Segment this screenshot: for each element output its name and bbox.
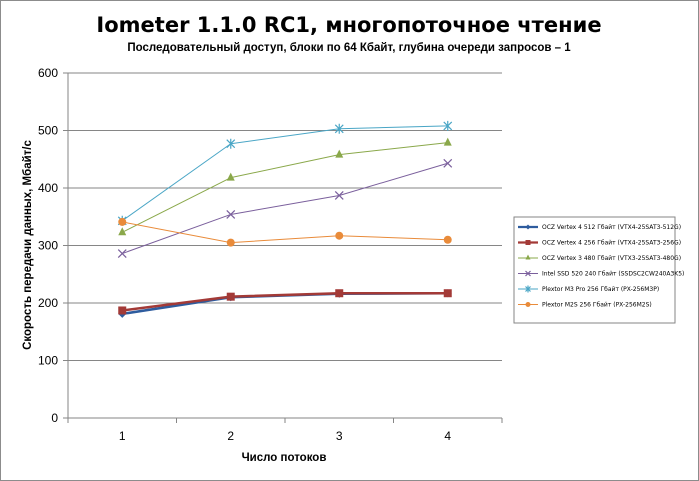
data-point <box>226 138 236 149</box>
chart-title: Iometer 1.1.0 RC1, многопоточное чтение <box>96 13 601 37</box>
legend-item-3: Intel SSD 520 240 Гбайт (SSDSC2CW240A3K5… <box>518 270 684 278</box>
legend-item-0: OCZ Vertex 4 512 Гбайт (VTX4-25SAT3-512G… <box>518 224 681 231</box>
legend-label: Intel SSD 520 240 Гбайт (SSDSC2CW240A3K5… <box>542 271 684 278</box>
legend-label: OCZ Vertex 4 256 Гбайт (VTX4-25SAT3-256G… <box>542 240 681 247</box>
gridlines <box>68 72 502 361</box>
data-point <box>335 149 344 158</box>
y-tick-label: 200 <box>38 296 58 310</box>
data-point <box>335 289 344 298</box>
data-point <box>226 172 235 181</box>
legend-box <box>513 216 676 324</box>
legend-item-2: OCZ Vertex 3 480 Гбайт (VTX3-25SAT3-480G… <box>518 254 681 262</box>
data-point <box>118 227 127 236</box>
y-tick-label: 500 <box>38 124 58 138</box>
y-tick-labels: 0 100 200 300 400 500 600 <box>38 66 58 425</box>
series-5 <box>118 217 452 247</box>
series-group <box>117 120 453 318</box>
data-point <box>443 120 453 131</box>
data-point <box>334 191 344 200</box>
legend-swatch-marker <box>525 254 531 260</box>
x-axis-label: Число потоков <box>242 452 327 464</box>
series-line <box>122 221 448 244</box>
data-point <box>335 231 344 240</box>
legend-item-1: OCZ Vertex 4 256 Гбайт (VTX4-25SAT3-256G… <box>518 240 681 247</box>
series-line <box>122 291 448 312</box>
y-tick-label: 0 <box>51 411 58 425</box>
x-tick-label: 2 <box>227 429 234 443</box>
legend-item-5: Plextor M2S 256 Гбайт (PX-256M2S) <box>518 302 652 309</box>
y-axis-label: Скорость передачи данных, Мбайт/с <box>22 140 34 350</box>
legend-swatch-marker <box>525 285 531 293</box>
data-point <box>226 238 235 247</box>
data-point <box>118 217 127 226</box>
legend-label: OCZ Vertex 4 512 Гбайт (VTX4-25SAT3-512G… <box>542 224 681 231</box>
y-tick-label: 300 <box>38 239 58 253</box>
x-tick-label: 4 <box>444 429 451 443</box>
data-point <box>226 292 235 301</box>
series-line <box>122 142 448 233</box>
legend-label: Plextor M3 Pro 256 Гбайт (PX-256M3P) <box>542 286 659 293</box>
series-2 <box>118 137 452 236</box>
legend-swatch-marker <box>525 240 531 245</box>
series-1 <box>118 289 452 315</box>
legend-item-4: Plextor M3 Pro 256 Гбайт (PX-256M3P) <box>518 285 659 293</box>
x-tick-label: 3 <box>336 429 343 443</box>
data-point <box>117 249 127 258</box>
series-3 <box>117 158 453 258</box>
data-point <box>443 235 452 244</box>
series-line <box>121 125 448 222</box>
x-tick-labels: 1 2 3 4 <box>119 429 452 443</box>
series-4 <box>117 120 453 226</box>
data-point <box>118 306 127 315</box>
legend-swatch-marker <box>525 302 531 307</box>
legend: OCZ Vertex 4 512 Гбайт (VTX4-25SAT3-512G… <box>513 216 684 324</box>
y-tick-label: 100 <box>38 354 58 368</box>
data-point <box>334 123 344 134</box>
data-point <box>443 158 453 168</box>
legend-label: OCZ Vertex 3 480 Гбайт (VTX3-25SAT3-480G… <box>542 255 681 262</box>
y-tick-label: 600 <box>38 66 58 80</box>
data-point <box>443 137 452 146</box>
y-tick-label: 400 <box>38 181 58 195</box>
legend-label: Plextor M2S 256 Гбайт (PX-256M2S) <box>542 302 652 309</box>
legend-swatch-marker <box>525 224 531 230</box>
axes <box>63 72 503 423</box>
data-point <box>226 210 236 219</box>
chart-subtitle: Последовательный доступ, блоки по 64 Кба… <box>127 42 571 54</box>
x-tick-label: 1 <box>119 429 126 443</box>
data-point <box>443 289 452 298</box>
series-line <box>122 162 448 255</box>
legend-swatch-marker <box>525 270 531 277</box>
